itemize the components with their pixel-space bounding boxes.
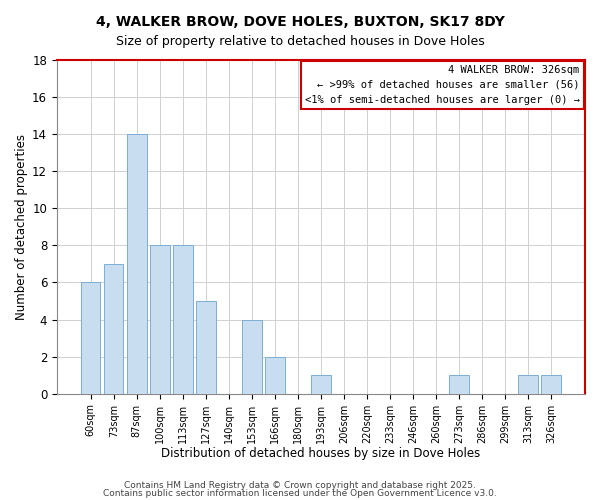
Bar	[150, 246, 170, 394]
Bar	[104, 264, 124, 394]
Bar	[173, 246, 193, 394]
Bar	[81, 282, 100, 394]
Y-axis label: Number of detached properties: Number of detached properties	[15, 134, 28, 320]
Bar	[127, 134, 146, 394]
Bar	[242, 320, 262, 394]
X-axis label: Distribution of detached houses by size in Dove Holes: Distribution of detached houses by size …	[161, 447, 481, 460]
Bar	[518, 375, 538, 394]
Text: Contains HM Land Registry data © Crown copyright and database right 2025.: Contains HM Land Registry data © Crown c…	[124, 480, 476, 490]
Text: Size of property relative to detached houses in Dove Holes: Size of property relative to detached ho…	[116, 35, 484, 48]
Text: 4 WALKER BROW: 326sqm
← >99% of detached houses are smaller (56)
<1% of semi-det: 4 WALKER BROW: 326sqm ← >99% of detached…	[305, 65, 580, 104]
Bar	[311, 375, 331, 394]
Bar	[449, 375, 469, 394]
Text: 4, WALKER BROW, DOVE HOLES, BUXTON, SK17 8DY: 4, WALKER BROW, DOVE HOLES, BUXTON, SK17…	[95, 15, 505, 29]
Bar	[541, 375, 561, 394]
Text: Contains public sector information licensed under the Open Government Licence v3: Contains public sector information licen…	[103, 489, 497, 498]
Bar	[196, 301, 215, 394]
Bar	[265, 356, 284, 394]
